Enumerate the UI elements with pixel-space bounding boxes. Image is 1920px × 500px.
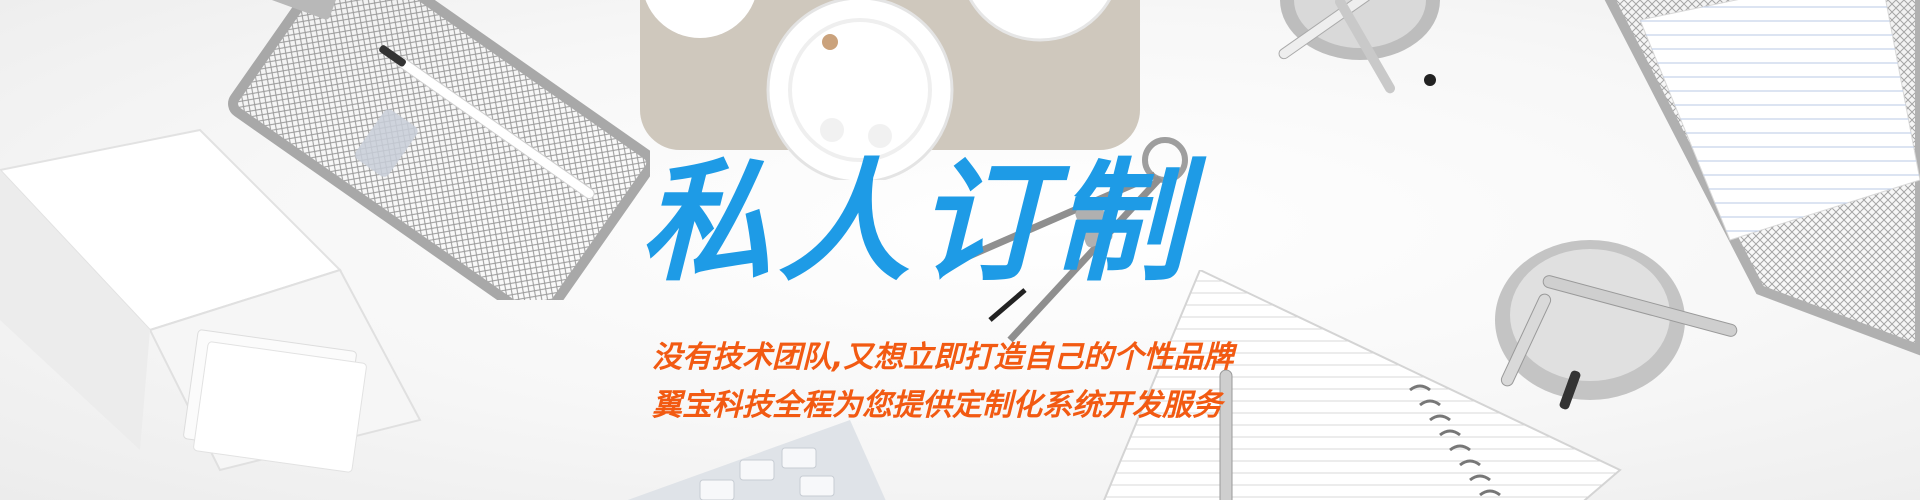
notepad-icon xyxy=(1604,0,1920,356)
keyboard-icon xyxy=(627,420,886,500)
mesh-tray-icon xyxy=(228,0,650,300)
pencil-cup-icon xyxy=(1278,0,1440,94)
notebook-icon xyxy=(1103,270,1622,500)
tagline-secondary: 翼宝科技全程为您提供定制化系统开发服务 xyxy=(652,388,1222,423)
compass-icon xyxy=(958,137,1188,343)
white-boxes-icon xyxy=(0,128,422,473)
coffee-cups-icon xyxy=(640,0,1140,180)
headline: 私人订制 xyxy=(640,145,1192,300)
tagline-primary: 没有技术团队,又想立即打造自己的个性品牌 xyxy=(652,340,1234,375)
pencil-cup-icon xyxy=(1495,240,1738,410)
